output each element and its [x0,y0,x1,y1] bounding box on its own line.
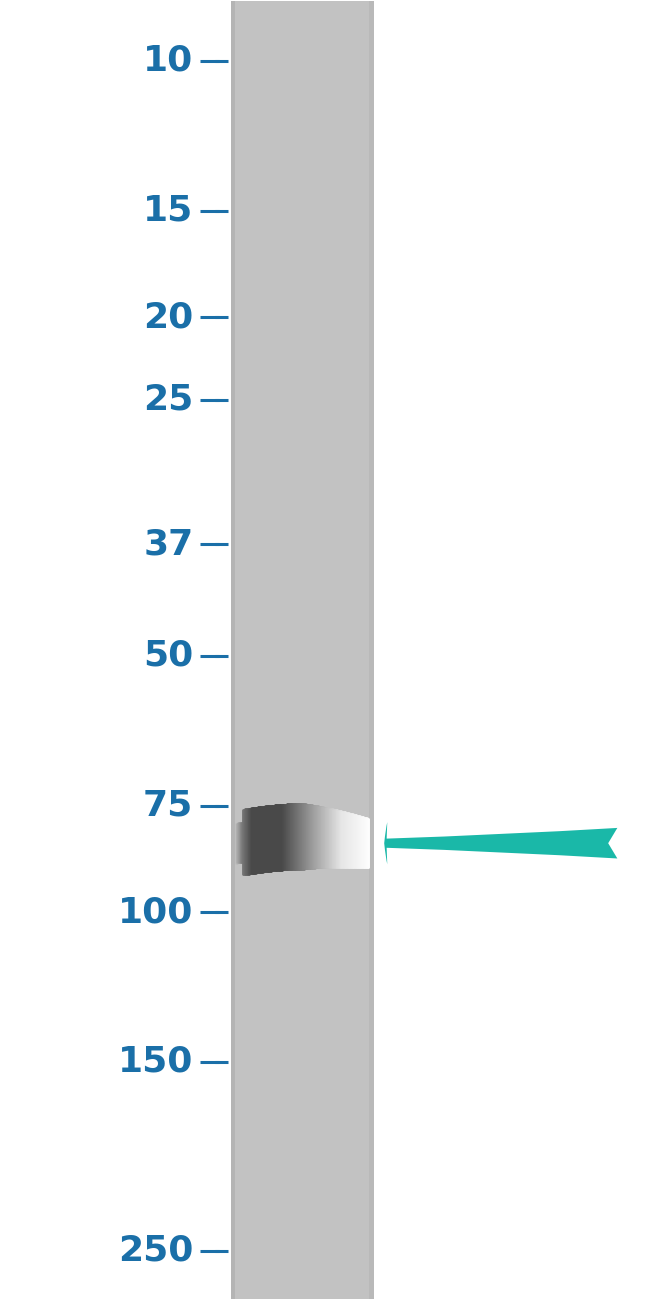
Text: 100: 100 [118,896,193,930]
Text: 37: 37 [143,528,193,562]
Text: 20: 20 [143,300,193,334]
Bar [231,1,235,1299]
Text: 150: 150 [118,1045,193,1079]
Text: 250: 250 [118,1234,193,1268]
Text: 15: 15 [143,194,193,228]
Text: 25: 25 [143,382,193,416]
Text: 10: 10 [143,44,193,78]
Text: 50: 50 [143,638,193,673]
Bar [231,1,374,1299]
Text: 75: 75 [143,789,193,823]
Bar [369,1,374,1299]
